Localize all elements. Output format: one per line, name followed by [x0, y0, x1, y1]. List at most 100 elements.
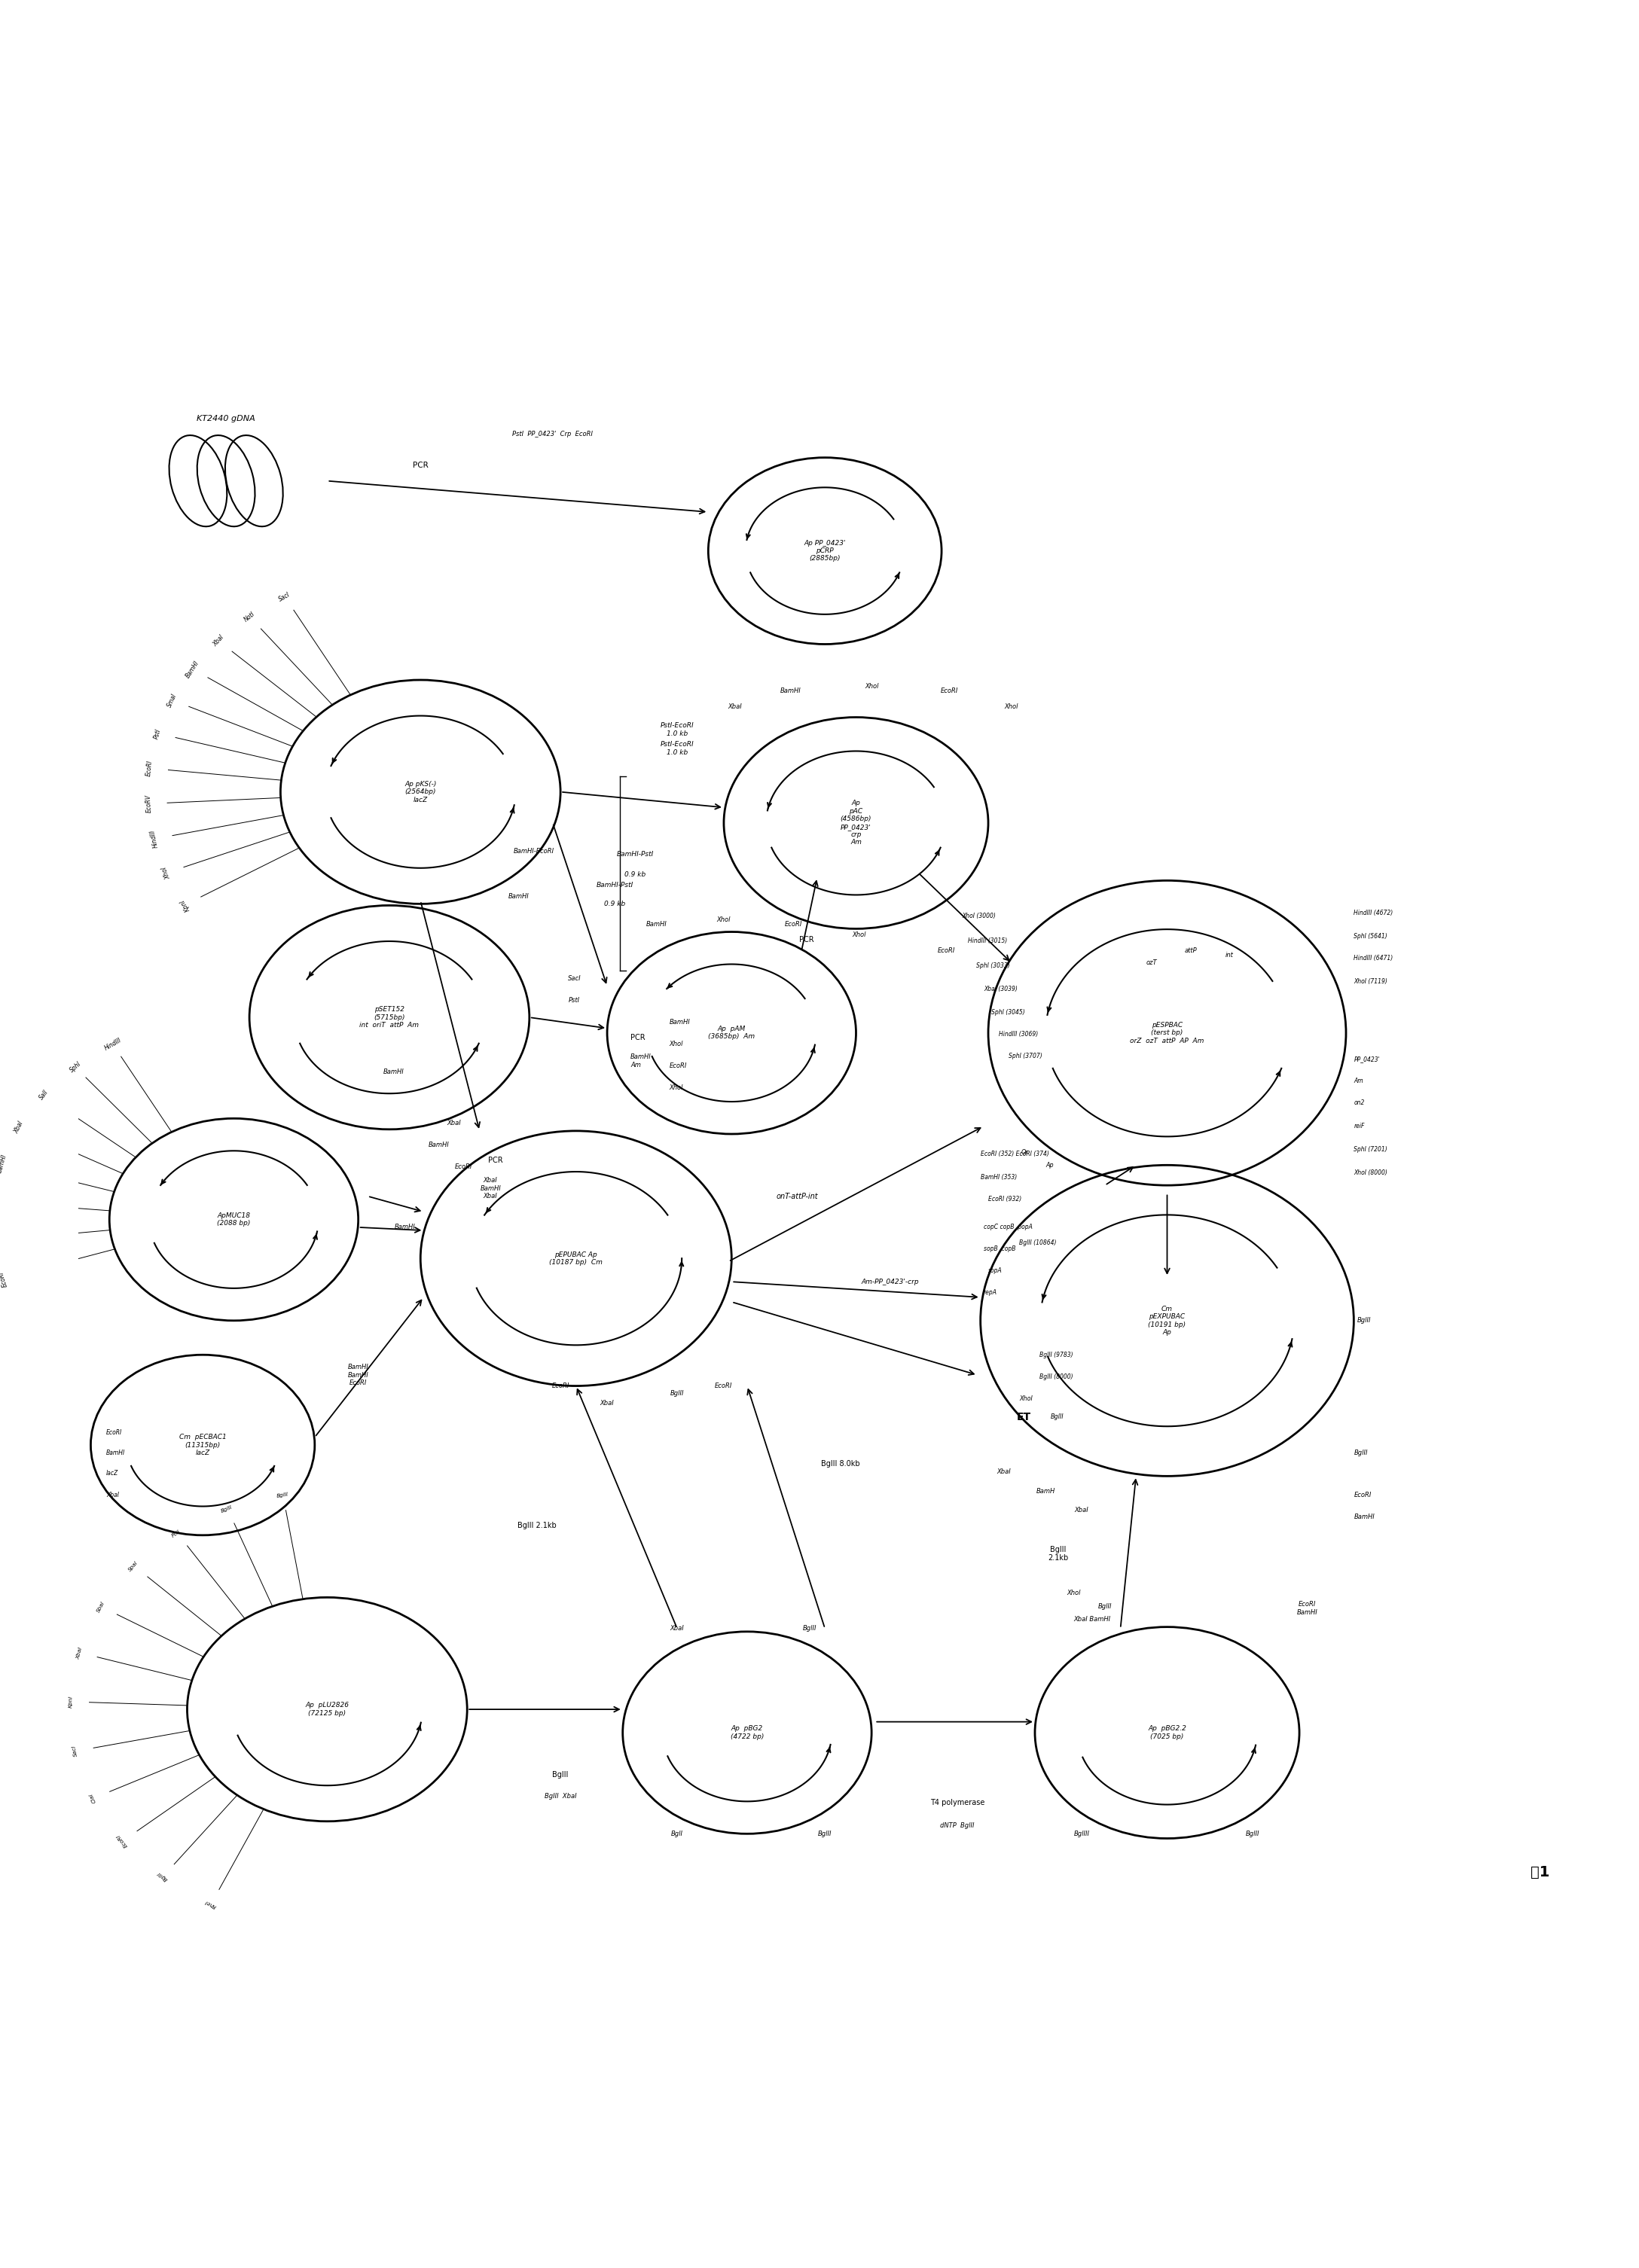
Text: Xhol: Xhol: [1005, 703, 1018, 710]
Text: T4 polymerase: T4 polymerase: [929, 1799, 985, 1805]
Text: HindIII (6471): HindIII (6471): [1354, 955, 1393, 962]
Text: BamH: BamH: [1036, 1488, 1056, 1495]
Text: Am: Am: [1354, 1077, 1364, 1084]
Text: EcoRI: EcoRI: [552, 1383, 569, 1390]
Text: BglII: BglII: [1098, 1603, 1111, 1610]
Text: EcoRV: EcoRV: [144, 794, 152, 812]
Text: SphI (3033): SphI (3033): [975, 962, 1010, 968]
Text: pEPUBAC Ap
(10187 bp)  Cm: pEPUBAC Ap (10187 bp) Cm: [549, 1252, 603, 1266]
Text: Or: Or: [1021, 1150, 1028, 1157]
Text: SbaI: SbaI: [95, 1601, 105, 1613]
Text: BglII
2.1kb: BglII 2.1kb: [1047, 1547, 1069, 1563]
Text: KpnI: KpnI: [69, 1696, 74, 1708]
Text: PcII: PcII: [170, 1529, 182, 1538]
Text: SalI: SalI: [38, 1089, 49, 1102]
Text: PP_0423': PP_0423': [1354, 1057, 1380, 1064]
Text: SmaI: SmaI: [166, 692, 179, 708]
Text: EcoRI: EcoRI: [938, 948, 956, 955]
Text: ET: ET: [1016, 1411, 1031, 1422]
Text: EcoRI: EcoRI: [116, 1833, 128, 1848]
Text: Xhol: Xhol: [865, 683, 879, 689]
Text: XbaI: XbaI: [997, 1467, 1011, 1474]
Text: BglII: BglII: [1354, 1449, 1367, 1456]
Text: BglII: BglII: [1051, 1413, 1064, 1420]
Text: XbaI: XbaI: [447, 1120, 461, 1127]
Text: XbaI: XbaI: [75, 1647, 84, 1660]
Text: SphI (7201): SphI (7201): [1354, 1145, 1388, 1152]
Text: reiF: reiF: [1354, 1123, 1365, 1129]
Text: BamHI: BamHI: [384, 1068, 405, 1075]
Text: BglII: BglII: [1357, 1318, 1370, 1325]
Text: BglII 2.1kb: BglII 2.1kb: [518, 1522, 557, 1529]
Text: XbaI: XbaI: [107, 1492, 120, 1499]
Text: BglI: BglI: [670, 1830, 683, 1837]
Text: BamHI
BamHI
EcoRI: BamHI BamHI EcoRI: [347, 1363, 369, 1386]
Text: on2: on2: [1354, 1100, 1365, 1107]
Text: XbaI: XbaI: [600, 1399, 615, 1406]
Text: BamHI: BamHI: [428, 1141, 449, 1148]
Text: BamHI: BamHI: [780, 687, 801, 694]
Text: EcoRI: EcoRI: [941, 687, 959, 694]
Text: Xhol: Xhol: [852, 932, 865, 939]
Text: BamHI: BamHI: [395, 1225, 415, 1232]
Text: copC copB  popA: copC copB popA: [983, 1225, 1033, 1232]
Text: BamHI: BamHI: [646, 921, 667, 928]
Text: SphI (3707): SphI (3707): [1008, 1052, 1042, 1059]
Text: BglII (10864): BglII (10864): [1019, 1241, 1057, 1245]
Text: Cm  pECBAC1
(11315bp)
lacZ: Cm pECBAC1 (11315bp) lacZ: [179, 1433, 226, 1456]
Text: BglII: BglII: [1246, 1830, 1260, 1837]
Text: ClaI: ClaI: [89, 1792, 97, 1803]
Text: SphI (5641): SphI (5641): [1354, 932, 1388, 939]
Text: dNTP  BglII: dNTP BglII: [941, 1823, 974, 1830]
Text: XbaI: XbaI: [728, 703, 742, 710]
Text: 图1: 图1: [1531, 1867, 1550, 1880]
Text: BglII: BglII: [221, 1504, 233, 1513]
Text: BglII (9783): BglII (9783): [1039, 1352, 1074, 1359]
Text: pSET152
(5715bp)
int  oriT  attP  Am: pSET152 (5715bp) int oriT attP Am: [359, 1007, 420, 1030]
Text: Ap  pAM
(3685bp)  Am: Ap pAM (3685bp) Am: [708, 1025, 756, 1041]
Text: BglII: BglII: [670, 1390, 683, 1397]
Text: PCR: PCR: [798, 937, 813, 943]
Text: XhoI: XhoI: [1019, 1395, 1033, 1402]
Text: XbaI: XbaI: [211, 635, 225, 649]
Text: BamHI: BamHI: [508, 894, 529, 900]
Text: EcoRI: EcoRI: [715, 1383, 733, 1390]
Text: BgIII  XbaI: BgIII XbaI: [544, 1794, 577, 1801]
Text: BglII: BglII: [156, 1871, 169, 1882]
Text: XbaI: XbaI: [1075, 1506, 1088, 1513]
Text: EcoRI: EcoRI: [146, 760, 154, 776]
Text: Ap: Ap: [1046, 1161, 1054, 1168]
Text: Xhol: Xhol: [1067, 1590, 1080, 1597]
Text: SphI: SphI: [69, 1059, 82, 1073]
Text: lacZ: lacZ: [107, 1470, 118, 1476]
Text: XhoI (8000): XhoI (8000): [1354, 1170, 1388, 1177]
Text: HindIII (3015): HindIII (3015): [969, 937, 1008, 943]
Text: EcoRI (932): EcoRI (932): [988, 1195, 1021, 1202]
Text: XhoI: XhoI: [161, 866, 172, 880]
Text: BglII: BglII: [818, 1830, 833, 1837]
Text: HindIII: HindIII: [103, 1036, 123, 1052]
Text: BglIII: BglIII: [1074, 1830, 1090, 1837]
Text: attP: attP: [1185, 948, 1196, 955]
Text: RheI: RheI: [205, 1898, 216, 1907]
Text: XbaI: XbaI: [670, 1626, 683, 1633]
Text: XbaI: XbaI: [13, 1120, 25, 1134]
Text: HindIII: HindIII: [149, 830, 159, 848]
Text: Xhol: Xhol: [716, 916, 731, 923]
Text: 0.9 kb: 0.9 kb: [605, 900, 626, 907]
Text: EcoRI: EcoRI: [669, 1061, 687, 1068]
Text: BglII: BglII: [803, 1626, 816, 1633]
Text: BamHI: BamHI: [669, 1018, 690, 1025]
Text: Ap PP_0423'
pCRP
(2885bp): Ap PP_0423' pCRP (2885bp): [805, 540, 846, 562]
Text: SacI: SacI: [277, 590, 292, 603]
Text: BglII (8000): BglII (8000): [1039, 1372, 1074, 1379]
Text: PstI  PP_0423'  Crp  EcoRI: PstI PP_0423' Crp EcoRI: [513, 431, 593, 438]
Text: BglII: BglII: [277, 1492, 288, 1499]
Text: BamHI: BamHI: [0, 1154, 8, 1175]
Text: sopA: sopA: [988, 1268, 1003, 1275]
Text: PCR: PCR: [488, 1157, 503, 1163]
Text: SpaI: SpaI: [128, 1560, 139, 1572]
Text: BamHI: BamHI: [107, 1449, 125, 1456]
Text: ApMUC18
(2088 bp): ApMUC18 (2088 bp): [216, 1211, 251, 1227]
Text: BglII: BglII: [552, 1771, 569, 1778]
